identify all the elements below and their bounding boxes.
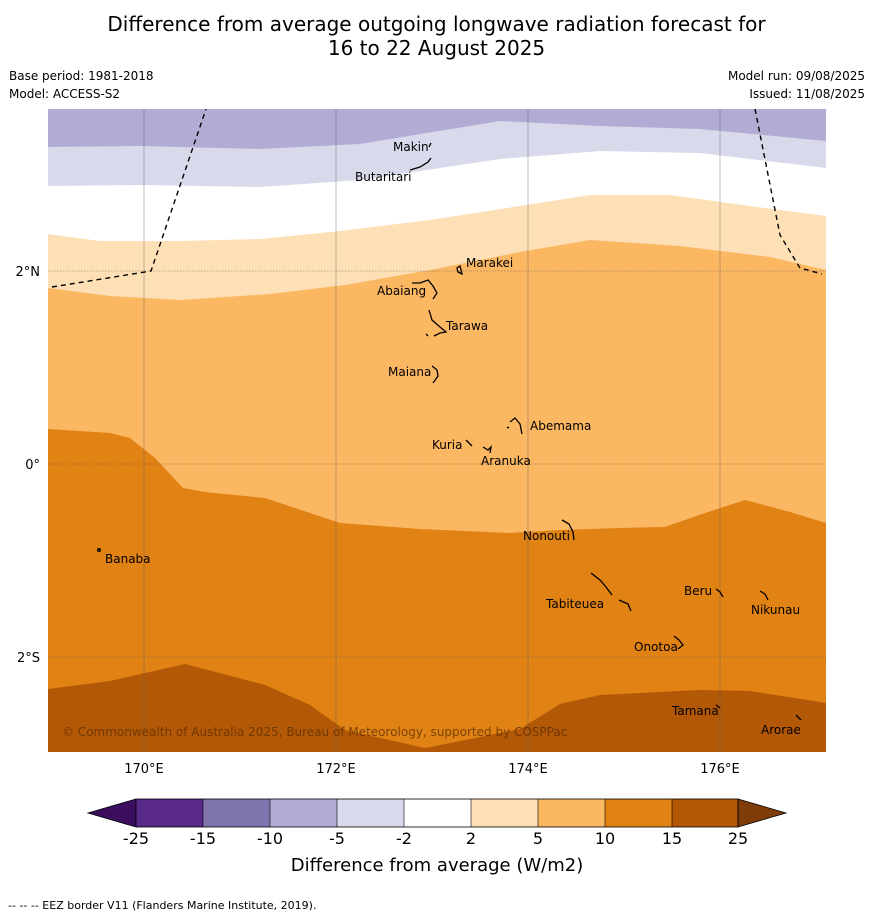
label-kuria: Kuria (432, 438, 463, 452)
label-nonouti: Nonouti (523, 529, 570, 543)
lat-lines (48, 270, 826, 658)
model-name: Model: ACCESS-S2 (9, 87, 121, 101)
label-maiana: Maiana (388, 365, 431, 379)
label-butaritari: Butaritari (355, 170, 412, 184)
lat-label-2n: 2°N (16, 265, 41, 280)
map-title: Difference from average outgoing longwav… (0, 12, 873, 60)
model-run: Model run: 09/08/2025 (727, 69, 865, 83)
colorbar-seg-1 (136, 799, 203, 827)
label-beru: Beru (684, 584, 712, 598)
island-marakei (456, 264, 463, 276)
colorbar-seg-9 (672, 799, 738, 827)
colorbar-seg-8 (605, 799, 672, 827)
map-area: Makin Butaritari Marakei Abaiang Tarawa … (48, 109, 826, 752)
island-aranuka (482, 445, 492, 454)
label-abemama: Abemama (530, 419, 591, 433)
cb-tick-m15: -15 (190, 829, 216, 848)
band-p15-p25 (48, 664, 826, 752)
label-makin: Makin (393, 140, 429, 154)
colorbar: -25 -15 -10 -5 -2 2 5 10 15 25 Differenc… (86, 798, 788, 876)
island-beru (715, 588, 724, 598)
island-abaiang (412, 279, 438, 300)
islands (97, 142, 802, 721)
island-tabiteuea (590, 572, 632, 612)
cb-tick-p25: 25 (728, 829, 748, 848)
issued-date: Issued: 11/08/2025 (749, 87, 865, 101)
label-marakei: Marakei (466, 256, 513, 270)
island-abemama (506, 417, 523, 435)
lon-label-176e: 176°E (700, 762, 740, 777)
island-arorae (795, 714, 802, 721)
band-p10-p15 (48, 429, 826, 752)
colorbar-frame (135, 798, 739, 828)
colorbar-extend-low (86, 798, 137, 828)
island-nikunau (759, 590, 769, 601)
island-onotoa (673, 635, 684, 650)
colorbar-title: Difference from average (W/m2) (291, 855, 583, 876)
cb-tick-m25: -25 (123, 829, 149, 848)
copyright-notice: © Commonwealth of Australia 2025, Bureau… (62, 725, 567, 739)
cb-tick-p2: 2 (466, 829, 476, 848)
label-nikunau: Nikunau (751, 603, 800, 617)
lon-axis-labels: 170°E 172°E 174°E 176°E (124, 762, 740, 777)
label-abaiang: Abaiang (377, 284, 426, 298)
cb-tick-p15: 15 (662, 829, 682, 848)
label-banaba: Banaba (105, 552, 151, 566)
island-nonouti (561, 519, 575, 541)
island-butaritari (409, 157, 432, 171)
eez-footnote: -- -- -- EEZ border V11 (Flanders Marine… (8, 899, 317, 912)
label-arorae: Arorae (761, 723, 801, 737)
colorbar-seg-7 (538, 799, 605, 827)
graticule (143, 109, 721, 752)
meta-left: Base period: 1981-2018 Model: ACCESS-S2 (9, 67, 154, 103)
place-labels: Makin Butaritari Marakei Abaiang Tarawa … (105, 140, 801, 737)
cb-tick-p10: 10 (595, 829, 615, 848)
colorbar-seg-5 (404, 799, 471, 827)
base-period: Base period: 1981-2018 (9, 69, 154, 83)
label-onotoa: Onotoa (634, 640, 678, 654)
lon-label-174e: 174°E (508, 762, 548, 777)
colorbar-extend-high (737, 798, 788, 828)
lon-label-172e: 172°E (316, 762, 356, 777)
label-tarawa: Tarawa (445, 319, 488, 333)
lat-label-0: 0° (25, 458, 40, 473)
colorbar-seg-4 (337, 799, 404, 827)
cb-tick-m5: -5 (329, 829, 345, 848)
colorbar-seg-2 (203, 799, 270, 827)
island-tamana (715, 704, 721, 709)
colorbar-seg-3 (270, 799, 337, 827)
label-aranuka: Aranuka (481, 454, 531, 468)
title-line-1: Difference from average outgoing longwav… (107, 12, 766, 36)
eez-border (51, 109, 823, 288)
cb-tick-m10: -10 (257, 829, 283, 848)
title-line-2: 16 to 22 August 2025 (327, 36, 546, 60)
cb-tick-p5: 5 (533, 829, 543, 848)
island-maiana (431, 365, 439, 384)
island-tarawa (425, 309, 448, 337)
label-tabiteuea: Tabiteuea (545, 597, 604, 611)
lon-label-170e: 170°E (124, 762, 164, 777)
colorbar-seg-6 (471, 799, 538, 827)
colorbar-ticks: -25 -15 -10 -5 -2 2 5 10 15 25 (123, 829, 748, 848)
label-tamana: Tamana (671, 704, 719, 718)
cb-tick-m2: -2 (396, 829, 412, 848)
lat-label-2s: 2°S (17, 651, 40, 666)
lat-axis-labels: 2°N 0° 2°S (16, 265, 41, 666)
meta-right: Model run: 09/08/2025 Issued: 11/08/2025 (728, 67, 865, 103)
island-kuria (465, 439, 473, 447)
island-banaba (97, 548, 101, 552)
island-makin (428, 142, 432, 148)
